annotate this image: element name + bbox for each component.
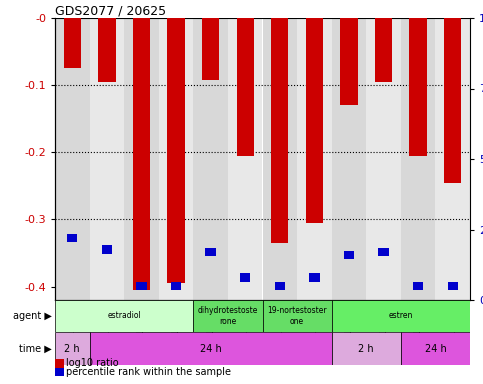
Bar: [435, 18, 470, 300]
Text: time ▶: time ▶: [19, 344, 52, 354]
Bar: [275, 281, 285, 290]
Text: estren: estren: [389, 311, 413, 321]
Bar: [344, 250, 354, 259]
Text: percentile rank within the sample: percentile rank within the sample: [66, 367, 230, 377]
Bar: [341, 18, 357, 105]
Bar: [332, 300, 470, 332]
Bar: [332, 18, 366, 300]
Bar: [378, 248, 389, 257]
Bar: [375, 18, 392, 82]
Bar: [168, 18, 185, 283]
Text: GDS2077 / 20625: GDS2077 / 20625: [55, 5, 166, 18]
Bar: [228, 18, 262, 300]
Bar: [193, 18, 228, 300]
Bar: [240, 273, 250, 282]
Bar: [171, 281, 181, 290]
Text: 2 h: 2 h: [64, 344, 80, 354]
Bar: [102, 245, 112, 253]
Text: dihydrotestoste
rone: dihydrotestoste rone: [198, 306, 258, 326]
Bar: [413, 281, 423, 290]
Bar: [136, 281, 147, 290]
Bar: [332, 332, 401, 365]
Bar: [297, 18, 332, 300]
Bar: [444, 18, 461, 182]
Bar: [89, 18, 124, 300]
Bar: [98, 18, 115, 82]
Text: log10 ratio: log10 ratio: [66, 358, 118, 368]
Bar: [55, 300, 193, 332]
Text: 24 h: 24 h: [200, 344, 222, 354]
Bar: [309, 273, 320, 282]
Bar: [205, 248, 216, 257]
Bar: [133, 18, 150, 290]
Bar: [202, 18, 219, 80]
Bar: [306, 18, 323, 223]
Bar: [89, 332, 332, 365]
Bar: [64, 18, 81, 68]
Text: 19-nortestoster
one: 19-nortestoster one: [267, 306, 327, 326]
Bar: [193, 300, 262, 332]
Bar: [67, 233, 77, 242]
Text: 2 h: 2 h: [358, 344, 374, 354]
Bar: [410, 18, 427, 156]
Bar: [159, 18, 193, 300]
Bar: [401, 332, 470, 365]
Bar: [237, 18, 254, 156]
Bar: [448, 281, 458, 290]
Bar: [262, 300, 332, 332]
Bar: [55, 332, 89, 365]
Bar: [55, 18, 89, 300]
Bar: [262, 18, 297, 300]
Bar: [271, 18, 288, 243]
Bar: [401, 18, 435, 300]
Bar: [124, 18, 159, 300]
Bar: [366, 18, 401, 300]
Text: agent ▶: agent ▶: [13, 311, 52, 321]
Text: estradiol: estradiol: [107, 311, 141, 321]
Text: 24 h: 24 h: [425, 344, 446, 354]
